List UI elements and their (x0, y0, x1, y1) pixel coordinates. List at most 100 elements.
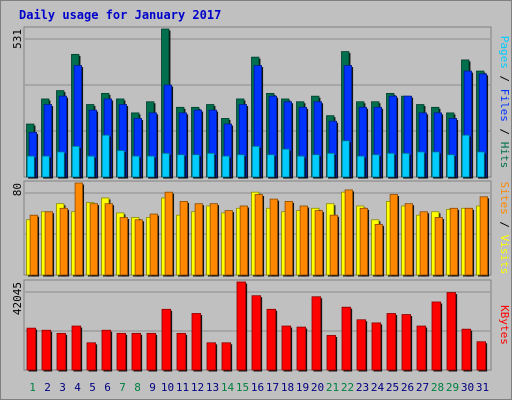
bar-pages-28 (431, 151, 440, 178)
bar-pages-6 (101, 134, 110, 178)
x-tick-label-18: 18 (281, 381, 294, 394)
panel-legend: Sites / Visits (498, 182, 511, 275)
bar-kbytes-5 (86, 342, 97, 371)
bar-sites-6 (104, 203, 113, 276)
bar-sites-11 (179, 200, 188, 276)
y-max-tick-label: 80 (11, 183, 24, 196)
bar-sites-7 (119, 217, 128, 276)
legend-files: Files (498, 89, 511, 122)
bar-sites-29 (449, 207, 458, 276)
x-tick-label-24: 24 (371, 381, 385, 394)
bar-kbytes-4 (71, 325, 82, 371)
x-tick-label-6: 6 (104, 381, 111, 394)
x-tick-label-30: 30 (461, 381, 474, 394)
x-tick-label-29: 29 (446, 381, 459, 394)
bar-kbytes-27 (416, 325, 427, 371)
bar-kbytes-21 (326, 335, 337, 371)
x-tick-label-25: 25 (386, 381, 399, 394)
bar-kbytes-29 (446, 292, 457, 371)
bar-kbytes-10 (161, 308, 172, 371)
bar-pages-18 (281, 148, 290, 178)
x-tick-label-21: 21 (326, 381, 339, 394)
x-tick-label-22: 22 (341, 381, 354, 394)
panel-legend: KBytes (498, 305, 511, 345)
bar-pages-8 (131, 155, 140, 178)
bar-pages-30 (461, 134, 470, 178)
legend-visits: Visits (498, 235, 511, 275)
bar-sites-17 (269, 198, 278, 276)
bar-sites-28 (434, 217, 443, 276)
bar-sites-9 (149, 213, 158, 276)
bar-pages-3 (56, 151, 65, 178)
bar-sites-13 (209, 203, 218, 276)
bar-sites-14 (224, 210, 233, 276)
x-tick-label-12: 12 (191, 381, 204, 394)
panel-legend: Pages / Files / Hits (498, 36, 511, 169)
x-tick-label-16: 16 (251, 381, 264, 394)
bar-kbytes-16 (251, 295, 262, 371)
x-tick-label-13: 13 (206, 381, 219, 394)
legend-kbytes: KBytes (498, 305, 511, 345)
y-max-tick-label: 531 (11, 29, 24, 49)
bar-kbytes-30 (461, 328, 472, 371)
bar-kbytes-1 (26, 327, 37, 371)
bar-sites-25 (389, 194, 398, 276)
x-tick-label-10: 10 (161, 381, 174, 394)
x-tick-label-23: 23 (356, 381, 369, 394)
bar-pages-4 (71, 145, 80, 178)
bar-pages-24 (371, 154, 380, 178)
bar-kbytes-3 (56, 332, 67, 371)
panel-kbytes: 42045 KBytes (11, 279, 511, 372)
bar-sites-16 (254, 194, 263, 276)
bar-pages-19 (296, 155, 305, 178)
bar-kbytes-2 (41, 329, 52, 371)
bar-kbytes-13 (206, 342, 217, 371)
legend-pages: Pages (498, 36, 511, 69)
bar-sites-8 (134, 219, 143, 276)
bar-pages-29 (446, 154, 455, 178)
bar-pages-21 (326, 152, 335, 178)
legend-hits: Hits (498, 142, 511, 169)
bar-sites-24 (374, 223, 383, 276)
bar-pages-7 (116, 150, 125, 178)
bar-pages-12 (191, 154, 200, 178)
bar-pages-9 (146, 155, 155, 178)
bar-sites-30 (464, 207, 473, 276)
bar-sites-12 (194, 203, 203, 276)
bar-sites-22 (344, 189, 353, 276)
bar-pages-11 (176, 154, 185, 178)
x-tick-label-19: 19 (296, 381, 309, 394)
x-tick-label-17: 17 (266, 381, 279, 394)
x-axis-day-labels: 1 2 3 4 5 6 7 8 9 10 11 12 13 14 15 16 17 18 19 20 21 22 23 24 2… (29, 381, 489, 394)
bar-sites-27 (419, 211, 428, 276)
x-tick-label-27: 27 (416, 381, 429, 394)
bar-pages-2 (41, 155, 50, 178)
bar-pages-5 (86, 155, 95, 178)
bar-kbytes-20 (311, 296, 322, 371)
bar-sites-21 (329, 214, 338, 276)
x-tick-label-26: 26 (401, 381, 414, 394)
x-tick-label-1: 1 (29, 381, 36, 394)
bar-kbytes-25 (386, 313, 397, 371)
x-tick-label-28: 28 (431, 381, 444, 394)
bar-sites-5 (89, 203, 98, 276)
bar-kbytes-8 (131, 332, 142, 371)
bar-sites-3 (59, 207, 68, 276)
bar-kbytes-19 (296, 326, 307, 371)
bar-kbytes-14 (221, 342, 232, 371)
panel-hits_files_pages: 531 Pages / Files / Hits (11, 26, 511, 179)
x-tick-label-5: 5 (89, 381, 96, 394)
bar-kbytes-9 (146, 332, 157, 371)
bar-kbytes-26 (401, 314, 412, 371)
x-tick-label-2: 2 (44, 381, 51, 394)
bar-sites-26 (404, 203, 413, 276)
bar-pages-31 (476, 151, 485, 178)
bar-kbytes-28 (431, 301, 442, 371)
x-tick-label-15: 15 (236, 381, 249, 394)
bar-kbytes-24 (371, 322, 382, 371)
x-tick-label-11: 11 (176, 381, 189, 394)
bar-pages-27 (416, 151, 425, 178)
bar-pages-25 (386, 152, 395, 178)
bar-sites-10 (164, 191, 173, 276)
bar-kbytes-15 (236, 281, 247, 371)
